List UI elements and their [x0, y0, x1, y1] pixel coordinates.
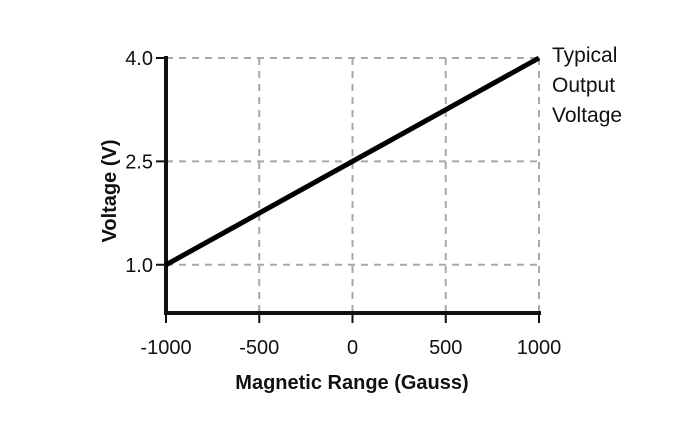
y-tick-label-2: 4.0	[125, 48, 153, 70]
x-tick-label-4: 1000	[517, 337, 562, 359]
y-axis-title: Voltage (V)	[99, 140, 121, 243]
x-tick-label-2: 0	[347, 337, 358, 359]
x-tick-label-3: 500	[429, 337, 462, 359]
y-tick-label-1: 2.5	[125, 151, 153, 173]
x-axis-title: Magnetic Range (Gauss)	[235, 372, 468, 394]
x-tick-label-0: -1000	[140, 337, 191, 359]
grid	[166, 57, 540, 313]
tick-labels: -1000 -500 0 500 1000 1.0 2.5 4.0	[125, 48, 561, 359]
series-label: Typical Output Voltage	[552, 44, 622, 127]
series-label-line-1: Typical	[552, 44, 617, 67]
series-label-line-2: Output	[552, 74, 615, 97]
x-tick-label-1: -500	[239, 337, 279, 359]
axes	[156, 56, 541, 323]
series-label-line-3: Voltage	[552, 104, 622, 127]
series-layer	[164, 55, 541, 267]
y-tick-label-0: 1.0	[125, 255, 153, 277]
series-line-0	[164, 55, 541, 267]
